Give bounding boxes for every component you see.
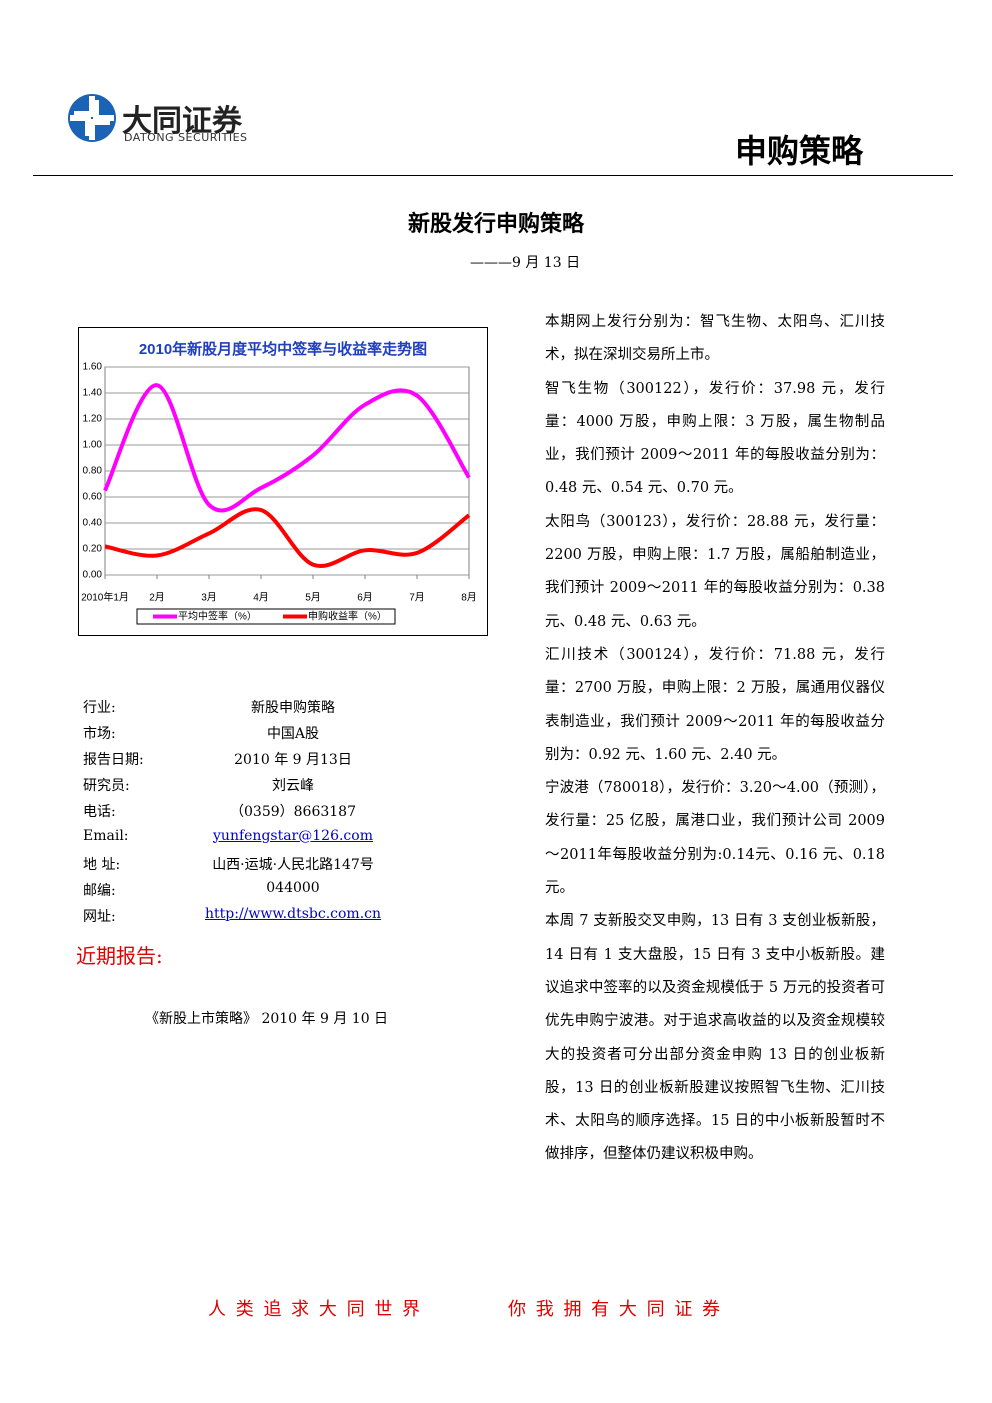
info-value: 刘云峰 [272,778,314,795]
info-row: 邮编: 044000 [83,880,403,906]
y-tick-label: 1.00 [83,440,103,451]
info-label: 市场: [83,726,116,743]
recent-heading: 近期报告: [76,944,163,968]
info-value: （0359）8663187 [230,804,356,821]
info-row: 行业: 新股申购策略 [83,697,403,723]
doc-date: ———9 月 13 日 [470,255,581,271]
y-tick-label: 1.40 [83,388,103,399]
chart: 2010年新股月度平均中签率与收益率走势图 0.00 0.20 0.40 0.60 0.… [78,327,488,636]
x-tick-label: 2月 [149,592,165,604]
y-tick-label: 1.60 [83,362,103,373]
x-tick-label: 6月 [357,592,373,604]
x-tick-label: 2010年1月 [81,591,129,604]
legend-label: 申购收益率（%） [308,610,387,623]
info-value: 山西·运城·人民北路147号 [212,856,374,873]
logo-text: 大同证券 [122,104,242,139]
paragraph: 太阳鸟（300123），发行价：28.88 元，发行量：2200 万股，申购上限… [545,513,885,630]
series-line [104,507,471,568]
info-value: yunfengstar@126.com [213,827,373,844]
info-label: 地 址: [83,856,121,873]
info-value: http://www.dtsbc.com.cn [205,905,381,922]
info-label: 电话: [83,804,116,821]
info-row: 地 址: 山西·运城·人民北路147号 [83,854,403,880]
doc-title: 新股发行申购策略 [407,211,584,237]
logo-subtext: DATONG SECURITIES [124,131,248,144]
paragraph: 宁波港（780018），发行价：3.20～4.00（预测），发行量：25 亿股，… [545,780,885,897]
info-label: Email: [83,827,129,844]
info-value: 中国A股 [266,726,320,743]
info-value: 044000 [266,879,320,896]
info-row: 报告日期: 2010 年 9 月13日 [83,749,403,775]
info-label: 网址: [83,908,116,925]
y-tick-label: 0.80 [83,466,103,477]
x-tick-label: 7月 [409,592,425,604]
paragraph: 本期网上发行分别为：智飞生物、太阳鸟、汇川技术，拟在深圳交易所上市。 [545,314,885,364]
info-label: 邮编: [83,882,116,899]
paragraph: 本周 7 支新股交叉申购，13 日有 3 支创业板新股，14 日有 1 支大盘股… [545,913,885,1163]
legend-label: 平均中签率（%） [178,610,257,623]
info-row: Email: yunfengstar@126.com [83,828,403,854]
x-tick-label: 4月 [253,592,269,604]
info-value: 新股申购策略 [251,700,335,716]
logo-mark [68,94,116,142]
y-tick-label: 0.60 [83,492,103,503]
x-tick-label: 8月 [461,592,477,604]
footer-slogan: 你 我 拥 有 大 同 证 券 [508,1299,723,1320]
info-label: 研究员: [83,778,130,795]
footer-slogan: 人 类 追 求 大 同 世 界 [208,1299,423,1320]
y-tick-label: 0.00 [83,570,103,581]
info-value: 2010 年 9 月13日 [234,752,352,769]
y-tick-label: 0.20 [83,544,103,555]
series-line [103,383,471,513]
y-tick-label: 1.20 [83,414,103,425]
paragraph: 汇川技术（300124），发行价：71.88 元，发行量：2700 万股，申购上… [545,646,885,763]
info-row: 研究员: 刘云峰 [83,775,403,801]
recent-item: 《新股上市策略》 2010 年 9 月 10 日 [145,1011,389,1027]
info-row: 网址: http://www.dtsbc.com.cn [83,906,403,932]
info-label: 报告日期: [83,752,144,769]
body-text: 本期网上发行分别为：智飞生物、太阳鸟、汇川技术，拟在深圳交易所上市。智飞生物（3… [545,306,885,1172]
info-row: 市场: 中国A股 [83,723,403,749]
chart-title: 2010年新股月度平均中签率与收益率走势图 [139,340,427,358]
x-tick-label: 3月 [201,592,217,604]
legend-box [136,608,396,625]
y-tick-label: 0.40 [83,518,103,529]
x-tick-label: 5月 [305,592,321,604]
info-label: 行业: [83,700,116,716]
header-rule [33,175,953,176]
info-row: 电话: （0359）8663187 [83,801,403,827]
paragraph: 智飞生物（300122），发行价：37.98 元，发行量：4000 万股，申购上… [545,380,885,497]
report-category: 申购策略 [735,132,864,170]
